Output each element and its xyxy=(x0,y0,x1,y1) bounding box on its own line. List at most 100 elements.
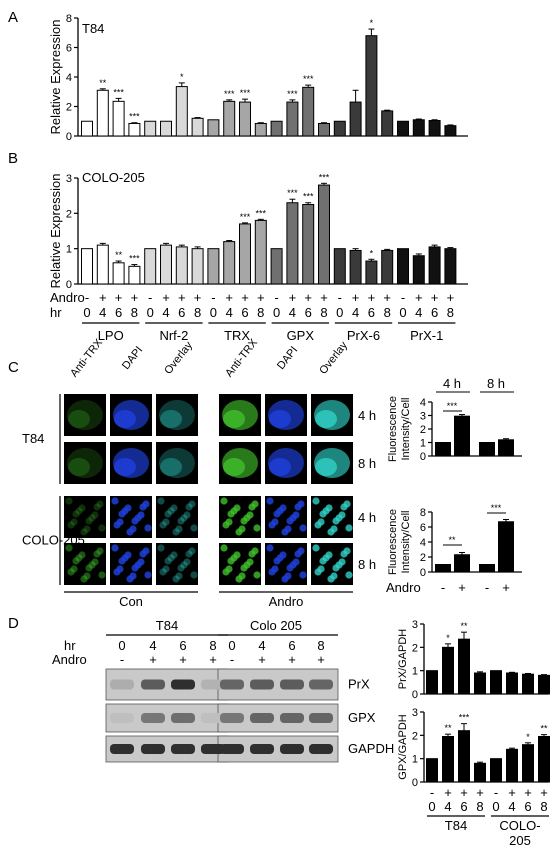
andro-mark: + xyxy=(460,785,468,800)
blot-band xyxy=(250,679,274,690)
channel-header: Overlay xyxy=(317,339,350,377)
cell-spot xyxy=(170,551,178,559)
y-tick-label: 2 xyxy=(66,208,72,220)
bar xyxy=(506,672,518,695)
micrograph-tile xyxy=(64,394,106,436)
bar xyxy=(474,672,486,695)
cell-spot xyxy=(162,518,170,526)
blot-band xyxy=(141,744,165,754)
bar xyxy=(81,248,93,285)
blot-band xyxy=(141,679,165,690)
blot-hr-mark: 6 xyxy=(288,638,295,653)
cell-spot xyxy=(190,571,198,579)
cell-spot xyxy=(131,517,139,525)
bar xyxy=(490,670,502,695)
significance-label: *** xyxy=(287,188,298,198)
andro-mark: + xyxy=(352,290,360,305)
bar xyxy=(270,120,283,137)
bar xyxy=(286,202,299,285)
cell-spot xyxy=(88,561,96,569)
blot-band xyxy=(220,713,244,723)
hr-mark: 0 xyxy=(273,305,280,320)
row-time: 4 h xyxy=(358,510,376,525)
andro-mark: + xyxy=(540,785,548,800)
cell-spot xyxy=(240,564,248,572)
y-tick-label: 1 xyxy=(66,244,72,256)
bar xyxy=(522,673,534,695)
significance-label: *** xyxy=(491,503,502,513)
bar xyxy=(349,101,362,137)
cell-spot xyxy=(248,503,256,511)
bar xyxy=(144,248,157,285)
blot-band xyxy=(110,679,134,690)
cell-spot xyxy=(159,568,167,576)
hr-mark: 8 xyxy=(131,305,138,320)
bar xyxy=(397,120,409,137)
cell-spot xyxy=(253,571,261,579)
micrograph-tile xyxy=(156,496,198,538)
cell-spot xyxy=(144,571,152,579)
andro-mark: + xyxy=(241,290,249,305)
cell-spot xyxy=(235,575,243,583)
blot-andro-mark: - xyxy=(230,652,234,667)
cell-spot xyxy=(266,497,274,505)
cell-spot xyxy=(185,550,193,558)
significance-label: *** xyxy=(303,74,314,84)
andro-mark: + xyxy=(115,290,123,305)
andro-mark: + xyxy=(524,785,532,800)
cell-spot xyxy=(222,521,230,529)
blot-band xyxy=(250,744,274,754)
andro-mark: + xyxy=(508,785,516,800)
micrograph-tile xyxy=(156,543,198,585)
hr-row-label: hr xyxy=(50,305,62,320)
group-label: COLO- xyxy=(499,818,540,833)
hr-mark: 0 xyxy=(336,305,343,320)
blot-band xyxy=(201,744,225,754)
blot-group-label: T84 xyxy=(156,618,178,633)
y-tick-label: 0 xyxy=(66,279,72,291)
bar xyxy=(522,744,534,783)
group-label: PrX-1 xyxy=(410,328,443,343)
bar xyxy=(381,249,394,285)
bar xyxy=(333,120,346,137)
bar xyxy=(458,730,470,783)
y-tick-label: 2 xyxy=(420,424,426,436)
y-tick-label: 0 xyxy=(412,777,418,789)
y-tick-label: 2 xyxy=(412,730,418,742)
cell-spot xyxy=(172,528,180,536)
bar xyxy=(428,120,441,137)
significance-label: * xyxy=(370,18,374,28)
significance-label: ** xyxy=(460,621,468,631)
hr-mark: 8 xyxy=(476,799,483,814)
significance-label: *** xyxy=(240,88,251,98)
y-tick-label: 6 xyxy=(66,43,72,55)
cell-spot xyxy=(144,524,152,532)
bar xyxy=(81,120,93,137)
cell-cluster xyxy=(159,448,195,478)
cell-cluster xyxy=(315,410,337,428)
y-axis-label: Fluorescence xyxy=(387,396,399,462)
cell-spot xyxy=(268,568,276,576)
cell-spot xyxy=(222,568,230,576)
bar xyxy=(474,762,486,783)
hr-mark: 0 xyxy=(428,799,435,814)
bar xyxy=(254,122,267,137)
andro-mark: - xyxy=(85,290,89,305)
bar xyxy=(112,100,125,137)
blot-band xyxy=(280,744,304,754)
blot-andro-mark: + xyxy=(179,652,187,667)
cell-spot xyxy=(75,554,83,562)
bar xyxy=(239,223,251,285)
blot-band xyxy=(141,713,165,723)
y-axis-label: Relative Expression xyxy=(48,20,63,135)
andro-mark: + xyxy=(99,290,107,305)
significance-label: ** xyxy=(444,723,452,733)
andro-mark: + xyxy=(368,290,376,305)
bar xyxy=(381,110,394,137)
blot-andro-label: Andro xyxy=(52,652,87,667)
hr-mark: 4 xyxy=(162,305,169,320)
andro-mark: + xyxy=(383,290,391,305)
channel-header: DAPI xyxy=(120,344,145,372)
